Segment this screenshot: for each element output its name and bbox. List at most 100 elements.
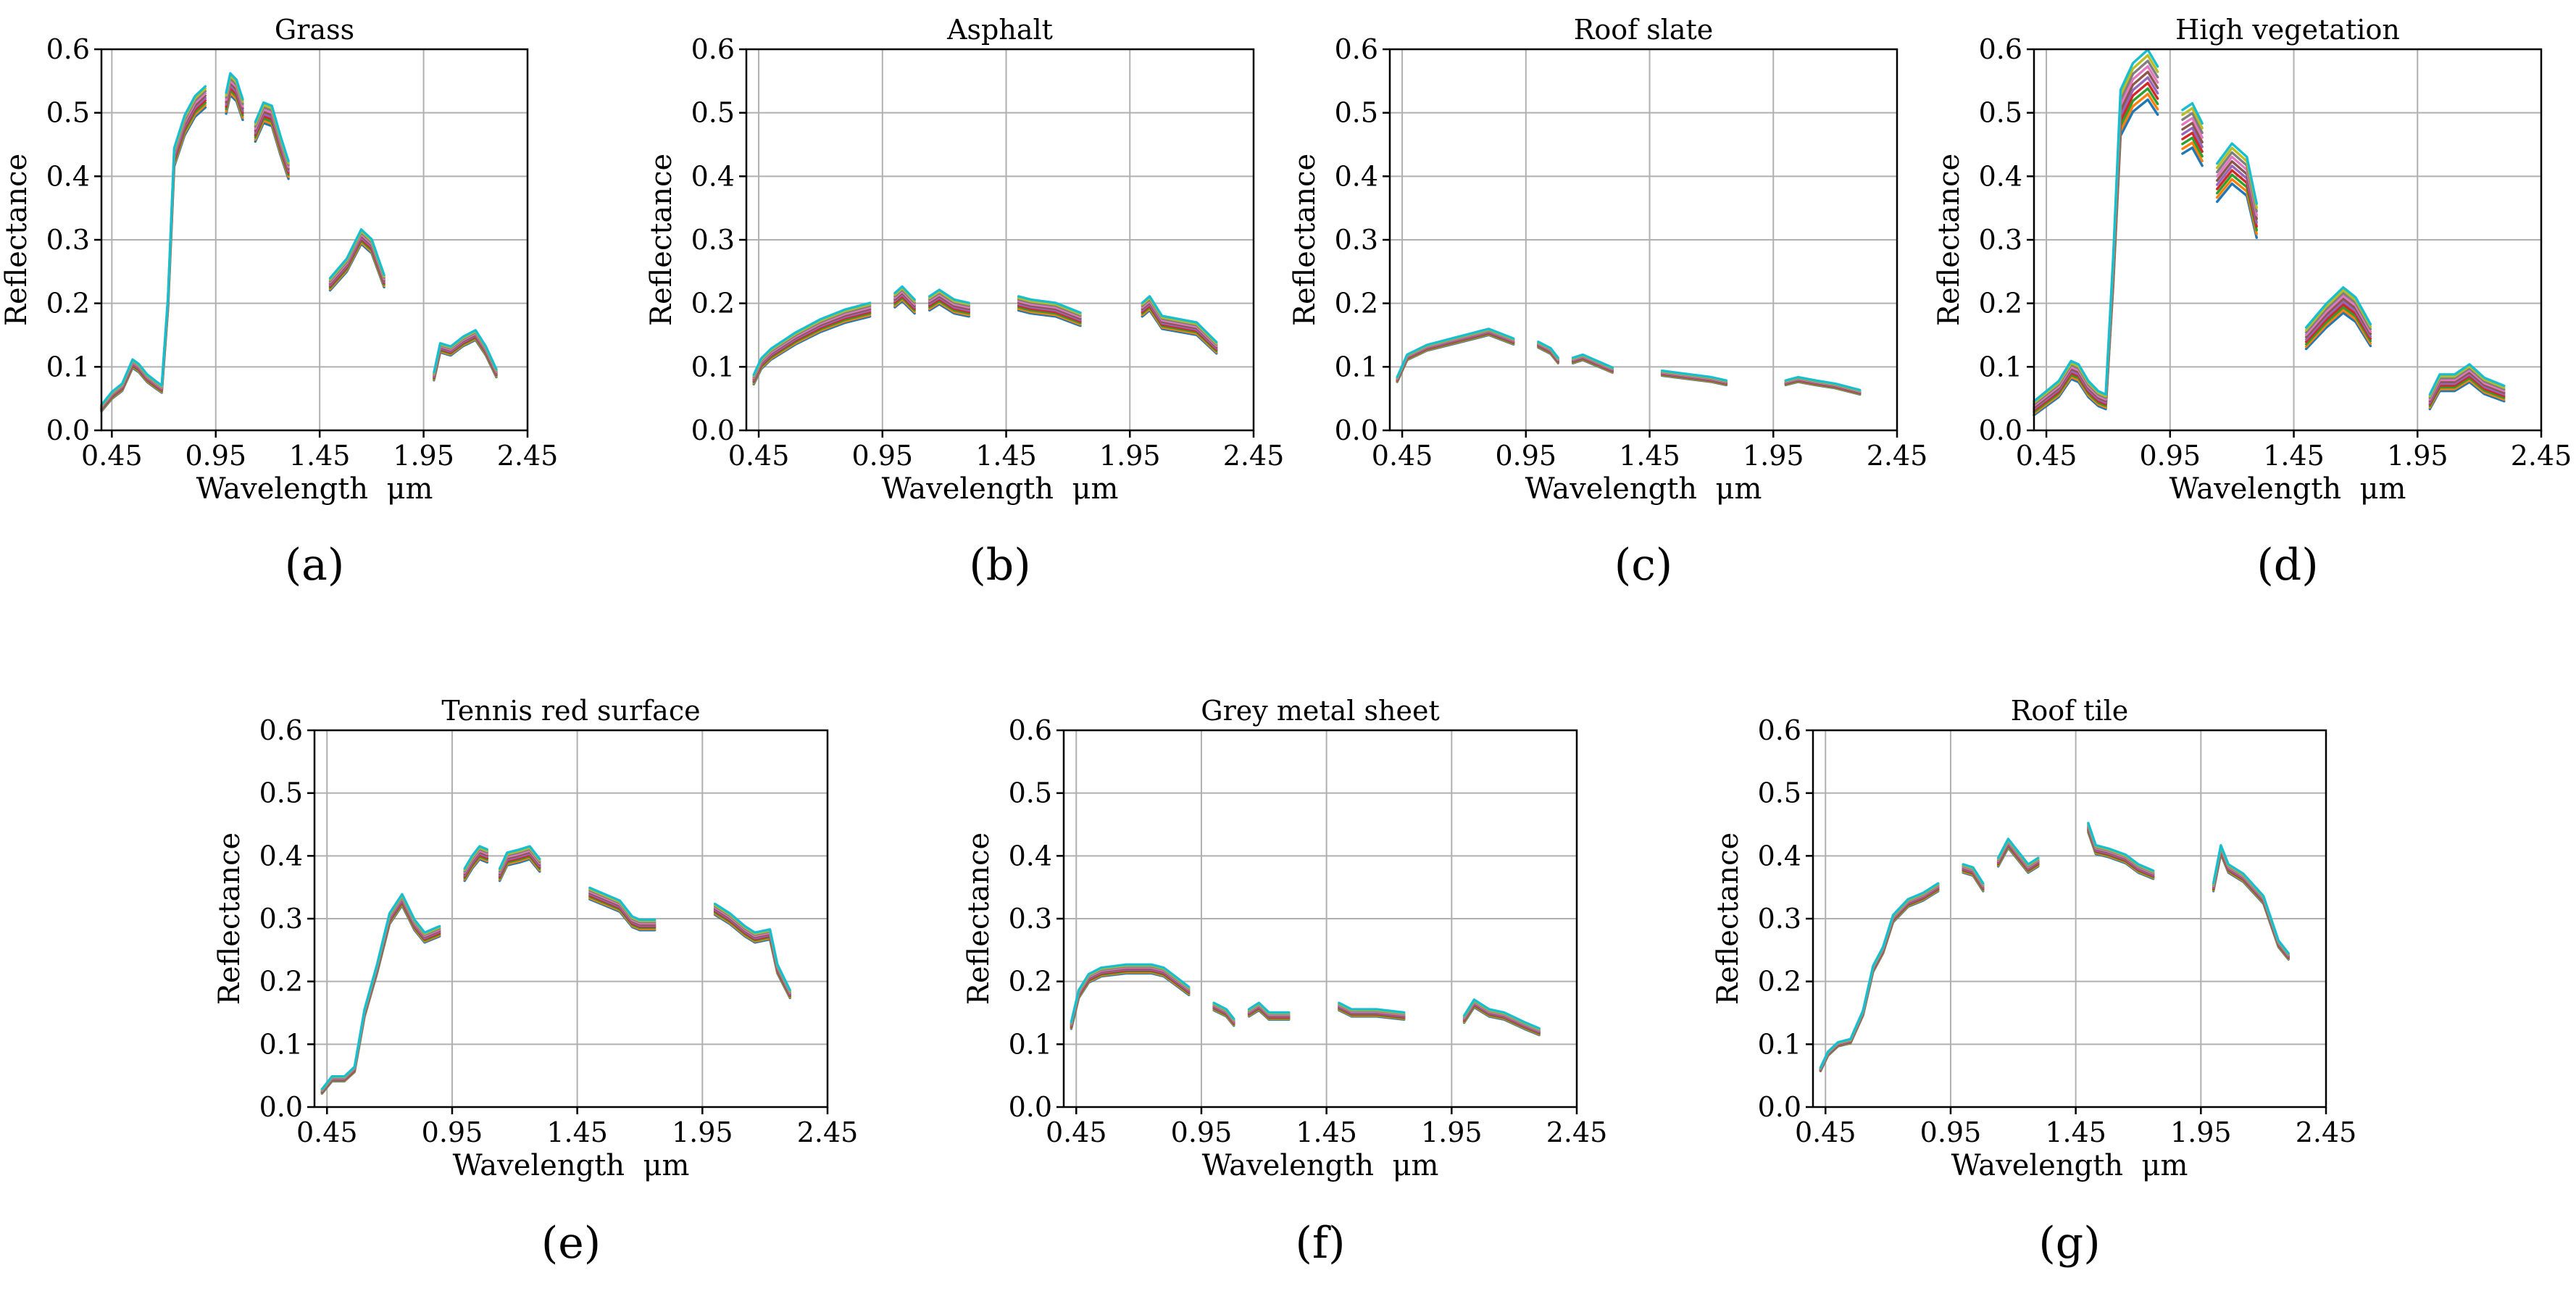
spectrum-line-10-segment-1 [100, 85, 207, 406]
spectrum-line-9-segment-4 [2304, 288, 2372, 332]
y-axis-label: Reflectance [645, 154, 678, 326]
y-axis-label: Reflectance [962, 832, 996, 1005]
x-tick-label: 1.95 [1421, 1116, 1483, 1148]
x-tick-label: 2.45 [1867, 440, 1928, 472]
spectrum-line-8-segment-1 [320, 895, 441, 1092]
x-axis-label: Wavelength μm [196, 472, 433, 506]
y-tick-label: 0.3 [1758, 903, 1801, 935]
spectrum-line-10-segment-4 [328, 228, 385, 280]
y-tick-label: 0.1 [1009, 1028, 1052, 1060]
spectrum-line-1-segment-1 [100, 106, 207, 413]
spectrum-line-8-segment-1 [1819, 883, 1940, 1070]
x-axis-label: Wavelength μm [2169, 472, 2406, 506]
spectrum-line-7-segment-1 [2033, 64, 2159, 407]
spectrum-line-1-segment-2 [2181, 146, 2204, 167]
panel-caption: (f) [1295, 1218, 1345, 1269]
plot-frame [313, 729, 829, 1108]
x-tick-label: 0.45 [1046, 1116, 1107, 1148]
spectrum-line-10-segment-3 [1247, 1001, 1291, 1014]
panel-caption: (d) [2256, 540, 2318, 590]
x-tick-label: 1.95 [2170, 1116, 2232, 1148]
x-tick-label: 2.45 [797, 1116, 859, 1148]
spectrum-line-2-segment-3 [928, 301, 971, 317]
spectrum-line-4-segment-3 [928, 298, 971, 314]
y-tick-label: 0.2 [259, 966, 303, 998]
x-tick-label: 0.95 [852, 440, 914, 472]
chart-panel-c: 0.45 0.95 1.45 1.95 2.45 0.0 0.1 0.2 0.3 0.4 0.5 0.… [1288, 14, 1927, 590]
spectrum-line-10-segment-4 [1338, 1001, 1406, 1014]
x-tick-label: 1.95 [1099, 440, 1161, 472]
spectrum-line-10-segment-1 [1070, 963, 1191, 1024]
panel-caption: (e) [541, 1218, 601, 1269]
spectrum-line-10-segment-4 [2304, 286, 2372, 329]
x-tick-label: 2.45 [1223, 440, 1285, 472]
chart-title: Roof tile [2011, 695, 2129, 727]
spectrum-line-3-segment-3 [928, 299, 971, 315]
y-tick-label: 0.6 [1335, 33, 1378, 65]
x-tick-label: 1.45 [289, 440, 351, 472]
y-axis-label: Reflectance [213, 832, 246, 1005]
spectrum-line-5-segment-2 [2181, 126, 2204, 149]
chart-panel-b: 0.45 0.95 1.45 1.95 2.45 0.0 0.1 0.2 0.3 0.4 0.5 0.… [645, 14, 1284, 590]
y-tick-label: 0.1 [1979, 351, 2022, 383]
spectrum-line-10-segment-4 [588, 886, 656, 922]
y-tick-label: 0.3 [259, 903, 303, 935]
y-tick-label: 0.3 [1335, 224, 1378, 256]
spectrum-line-1-segment-4 [2304, 312, 2372, 351]
spectrum-line-10-segment-5 [1141, 295, 1218, 343]
chart-panel-f: 0.45 0.95 1.45 1.95 2.45 0.0 0.1 0.2 0.3 0.4 0.5 0.… [962, 695, 1607, 1269]
y-tick-label: 0.4 [1009, 840, 1052, 872]
spectrum-line-4-segment-4 [2304, 303, 2372, 343]
spectrum-line-2-segment-1 [2033, 93, 2159, 415]
spectrum-line-6-segment-4 [1017, 301, 1082, 320]
spectrum-line-9-segment-3 [928, 290, 971, 306]
spectrum-line-10-segment-1 [2033, 48, 2159, 403]
x-tick-label: 1.95 [1743, 440, 1804, 472]
y-tick-label: 0.3 [691, 224, 735, 256]
spectrum-line-4-segment-5 [713, 909, 791, 997]
y-tick-label: 0.3 [46, 224, 90, 256]
chart-panel-e: 0.45 0.95 1.45 1.95 2.45 0.0 0.1 0.2 0.3 0.4 0.5 0.… [213, 695, 858, 1269]
spectrum-line-10-segment-3 [498, 845, 541, 870]
panel-caption: (c) [1614, 540, 1672, 590]
spectrum-line-10-segment-3 [2215, 142, 2259, 205]
spectrum-line-10-segment-3 [928, 288, 971, 304]
y-tick-label: 0.2 [1979, 288, 2022, 320]
y-axis-label: Reflectance [0, 154, 33, 326]
spectrum-line-1-segment-5 [713, 913, 791, 1000]
spectrum-line-10-segment-4 [1660, 369, 1728, 382]
spectrum-line-7-segment-3 [928, 293, 971, 309]
spectrum-line-10-segment-5 [1462, 998, 1541, 1030]
spectrum-line-5-segment-5 [433, 334, 498, 378]
x-tick-label: 0.45 [2016, 440, 2077, 472]
chart-title: Asphalt [946, 14, 1053, 46]
panel-caption: (g) [2038, 1218, 2100, 1269]
panel-caption: (a) [285, 540, 345, 590]
spectrum-line-9-segment-1 [320, 894, 441, 1091]
spectrum-line-10-segment-5 [713, 902, 791, 992]
spectrum-line-9-segment-4 [1017, 296, 1082, 316]
y-axis-label: Reflectance [1712, 832, 1745, 1005]
y-tick-label: 0.5 [1979, 97, 2022, 129]
spectrum-line-3-segment-4 [1017, 306, 1082, 325]
y-tick-label: 0.2 [691, 288, 735, 320]
chart-title: High vegetation [2175, 14, 2400, 46]
y-tick-label: 0.4 [691, 160, 735, 192]
spectrum-line-2-segment-2 [2181, 141, 2204, 162]
x-axis-label: Wavelength μm [1202, 1149, 1439, 1182]
spectrum-line-2-segment-4 [2304, 309, 2372, 348]
chart-panel-g: 0.45 0.95 1.45 1.95 2.45 0.0 0.1 0.2 0.3 0.4 0.5 0.… [1712, 695, 2356, 1269]
spectrum-line-7-segment-1 [100, 92, 207, 409]
spectrum-line-8-segment-2 [2181, 112, 2204, 135]
x-tick-label: 1.45 [975, 440, 1037, 472]
chart-title: Grass [275, 14, 354, 46]
spectrum-line-7-segment-4 [1017, 299, 1082, 319]
spectrum-line-10-segment-4 [2087, 822, 2155, 872]
x-tick-label: 0.45 [1372, 440, 1433, 472]
chart-panel-a: 0.45 0.95 1.45 1.95 2.45 0.0 0.1 0.2 0.3 0.4 0.5 0.… [0, 14, 558, 590]
spectrum-line-9-segment-1 [2033, 54, 2159, 404]
y-tick-label: 0.6 [46, 33, 90, 65]
x-tick-label: 0.95 [1171, 1116, 1233, 1148]
spectrum-line-10-segment-5 [433, 329, 498, 374]
y-tick-label: 0.5 [691, 97, 735, 129]
